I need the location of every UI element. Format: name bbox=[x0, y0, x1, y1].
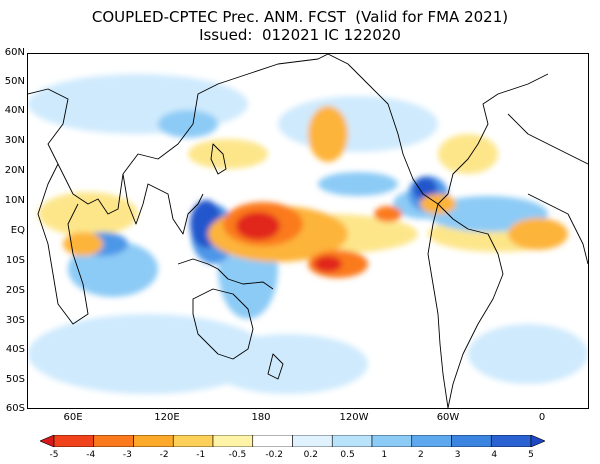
anomaly-wet-south-pacific bbox=[208, 334, 368, 394]
lat-label-50s: 50S bbox=[5, 374, 25, 385]
colorbar-label: -2 bbox=[159, 450, 169, 460]
coast-north-america bbox=[327, 54, 549, 205]
anomaly-field bbox=[28, 74, 588, 394]
lat-label-50n: 50N bbox=[4, 76, 25, 87]
colorbar bbox=[40, 435, 545, 447]
coast-india-southeast-asia bbox=[122, 173, 204, 235]
map-canvas bbox=[28, 54, 588, 408]
colorbar-cell-2 bbox=[93, 435, 134, 447]
map-title: COUPLED-CPTEC Prec. ANM. FCST (Valid for… bbox=[91, 8, 509, 26]
colorbar-label: 0.2 bbox=[303, 450, 319, 460]
coast-eurasia-africa-north bbox=[28, 54, 329, 215]
colorbar-label: -1 bbox=[196, 450, 206, 460]
lon-label-60w: 60W bbox=[436, 412, 460, 423]
colorbar-cell-11 bbox=[451, 435, 492, 447]
anomaly-wet-north-pacific bbox=[278, 96, 438, 152]
colorbar-cell-9 bbox=[371, 435, 413, 447]
lon-label-120w: 120W bbox=[339, 412, 369, 423]
colorbar-label: 1 bbox=[381, 450, 388, 460]
lat-label-60s: 60S bbox=[5, 403, 25, 414]
lat-label-10s: 10S bbox=[5, 255, 25, 266]
colorbar-label: 2 bbox=[418, 450, 424, 460]
lat-label-20n: 20N bbox=[4, 165, 25, 176]
colorbar-label: -0.2 bbox=[265, 450, 283, 460]
colorbar-cell-4 bbox=[172, 435, 214, 447]
colorbar-cell-13 bbox=[530, 435, 545, 447]
lon-label-0: 0 bbox=[538, 412, 546, 423]
coast-japan bbox=[210, 143, 227, 175]
lat-label-eq: EQ bbox=[10, 225, 25, 236]
anomaly-dry-gulf-of-guinea bbox=[508, 218, 568, 250]
colorbar-cell-0 bbox=[40, 435, 55, 447]
anomaly-dry-north-pacific-band bbox=[308, 106, 348, 162]
coast-indonesia bbox=[177, 258, 274, 290]
anomaly-wet-south-indian bbox=[28, 314, 268, 394]
colorbar-label: 5 bbox=[528, 450, 534, 460]
anomaly-dry-japan bbox=[188, 139, 268, 169]
colorbar-label: 3 bbox=[454, 450, 461, 460]
coast-south-america-west bbox=[427, 203, 449, 408]
lon-label-180: 180 bbox=[251, 412, 271, 423]
coastlines bbox=[28, 54, 588, 408]
lon-label-120e: 120E bbox=[154, 412, 180, 423]
map-subtitle: Issued: 012021 IC 122020 bbox=[199, 26, 401, 44]
anomaly-dry-dateline-core bbox=[236, 212, 280, 240]
colorbar-cells bbox=[40, 435, 545, 447]
anomaly-dry-west-indian bbox=[63, 232, 103, 256]
colorbar-cell-10 bbox=[411, 435, 452, 447]
anomaly-dry-east-us bbox=[438, 134, 498, 174]
colorbar-cell-12 bbox=[490, 435, 532, 447]
lat-label-20s: 20S bbox=[5, 285, 25, 296]
anomaly-wet-south-atlantic bbox=[468, 324, 588, 384]
lat-label-30n: 30N bbox=[4, 135, 25, 146]
anomaly-dry-galapagos bbox=[374, 206, 402, 222]
lon-label-60e: 60E bbox=[63, 412, 83, 423]
anomaly-dry-arabia bbox=[38, 192, 138, 236]
colorbar-cell-6 bbox=[252, 435, 293, 447]
colorbar-cell-1 bbox=[53, 435, 95, 447]
colorbar-label: -5 bbox=[49, 450, 59, 460]
colorbar-label: 0.5 bbox=[340, 450, 355, 460]
colorbar-cell-8 bbox=[331, 435, 373, 447]
colorbar-label: -0.5 bbox=[228, 450, 247, 460]
coast-south-america-east bbox=[437, 203, 504, 408]
coast-australia bbox=[192, 288, 254, 360]
coast-west-africa bbox=[527, 193, 588, 265]
colorbar-label: -3 bbox=[122, 450, 132, 460]
precipitation-anomaly-map bbox=[27, 53, 589, 409]
lat-label-30s: 30S bbox=[5, 315, 25, 326]
coast-new-zealand bbox=[267, 353, 284, 380]
colorbar-cell-7 bbox=[292, 435, 333, 447]
anomaly-wet-east-asia bbox=[158, 110, 218, 138]
colorbar-cell-5 bbox=[212, 435, 254, 447]
lat-label-60n: 60N bbox=[4, 47, 25, 58]
coast-europe bbox=[507, 113, 588, 165]
anomaly-dry-spcz-core bbox=[314, 256, 342, 272]
coast-africa-east bbox=[37, 163, 89, 325]
lat-label-10n: 10N bbox=[4, 195, 25, 206]
anomaly-wet-pacific-subtropics bbox=[318, 172, 398, 196]
lat-label-40s: 40S bbox=[5, 344, 25, 355]
lat-label-40n: 40N bbox=[4, 105, 25, 116]
colorbar-label: -4 bbox=[86, 450, 96, 460]
colorbar-label: 4 bbox=[491, 450, 498, 460]
colorbar-cell-3 bbox=[133, 435, 174, 447]
